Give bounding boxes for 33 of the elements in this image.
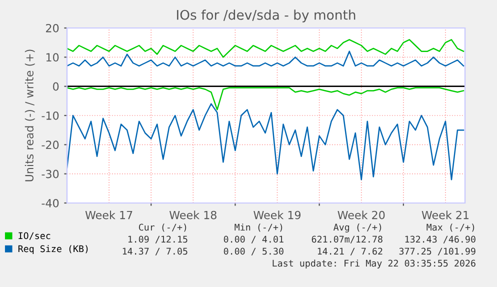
x-tick-label: Week 19 bbox=[254, 210, 301, 220]
text: 0.00 / 4.01 bbox=[224, 236, 284, 244]
line-series bbox=[67, 87, 464, 110]
chart-title: IOs for /dev/sda - by month bbox=[177, 10, 356, 22]
legend-label: IO/sec bbox=[18, 232, 50, 240]
x-tick-label: Week 20 bbox=[338, 210, 385, 220]
y-axis-title: Units read (-) / write (+) bbox=[24, 50, 35, 182]
text: Avg (-/+) bbox=[334, 224, 382, 232]
text: Min (-/+) bbox=[234, 224, 282, 232]
y-tick-label: -10 bbox=[42, 111, 59, 120]
x-tick-label: Week 18 bbox=[169, 210, 216, 220]
text: 377.25 /101.99 bbox=[399, 248, 476, 256]
text: Cur (-/+) bbox=[138, 224, 186, 232]
y-tick-label: -40 bbox=[42, 198, 59, 208]
line-series bbox=[67, 50, 464, 67]
text: 14.21 / 7.62 bbox=[318, 248, 382, 256]
y-tick-label: -30 bbox=[42, 170, 59, 178]
line-series bbox=[67, 39, 464, 58]
text: 1.09 /12.15 bbox=[128, 236, 188, 244]
text: 14.37 / 7.05 bbox=[122, 248, 188, 256]
legend-label: Req Size (KB) bbox=[18, 245, 88, 254]
x-tick-label: Week 17 bbox=[85, 210, 132, 220]
y-tick-label: 10 bbox=[46, 53, 59, 62]
text: 0.00 / 5.30 bbox=[224, 248, 284, 256]
y-tick-label: -20 bbox=[42, 140, 59, 150]
text: Last update: Fri May 22 03:35:55 2026 bbox=[272, 260, 476, 268]
y-tick-label: 20 bbox=[46, 24, 59, 32]
text: 621.07m/12.78 bbox=[312, 236, 382, 244]
text: 132.43 /46.90 bbox=[405, 236, 476, 244]
x-tick-label: Week 21 bbox=[422, 210, 469, 220]
text: Max (-/+) bbox=[426, 224, 474, 232]
y-tick-label: 0 bbox=[53, 82, 59, 91]
line-series bbox=[67, 103, 464, 180]
